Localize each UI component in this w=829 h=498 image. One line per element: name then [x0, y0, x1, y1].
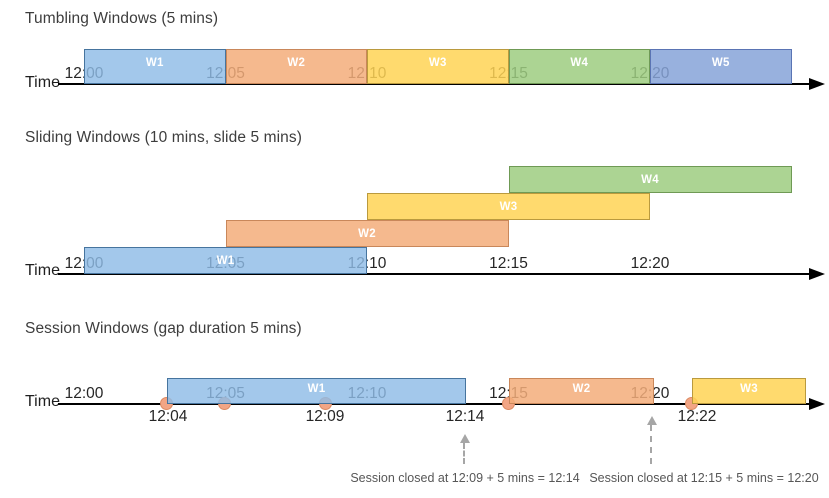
axis-arrowhead-icon	[809, 398, 825, 410]
time-axis-line	[58, 273, 812, 275]
callout-dashed-line	[463, 443, 465, 464]
session-close-annotation-2: Session closed at 12:15 + 5 mins = 12:20	[589, 471, 819, 485]
window-w3: W3	[367, 49, 509, 84]
window-w3: W3	[692, 378, 806, 404]
window-w3: W3	[367, 193, 650, 220]
window-w4: W4	[508, 49, 650, 84]
axis-tick-label: 12:20	[630, 255, 670, 272]
event-time-label: 12:22	[677, 408, 717, 425]
session-close-annotation-1: Session closed at 12:09 + 5 mins = 12:14	[350, 471, 580, 485]
panel-title-tumbling: Tumbling Windows (5 mins)	[25, 10, 219, 27]
panel-title-session: Session Windows (gap duration 5 mins)	[25, 320, 302, 337]
axis-arrowhead-icon	[809, 78, 825, 90]
time-axis-label: Time	[25, 74, 60, 91]
callout-up-arrowhead-icon	[647, 416, 657, 425]
window-label: W3	[428, 57, 447, 69]
window-w1: W1	[84, 247, 367, 274]
window-label: W4	[641, 173, 659, 186]
window-label: W3	[740, 382, 758, 395]
window-label: W2	[358, 227, 376, 240]
window-w4: W4	[508, 166, 792, 193]
callout-dashed-line	[650, 425, 652, 464]
window-label: W1	[145, 57, 164, 69]
window-label: W4	[570, 57, 589, 69]
window-label: W1	[307, 382, 326, 395]
axis-tick-label: 12:00	[64, 385, 104, 402]
event-time-label: 12:04	[148, 408, 188, 425]
window-label: W2	[287, 57, 306, 69]
window-w2: W2	[225, 49, 367, 84]
callout-up-arrowhead-icon	[460, 434, 470, 443]
axis-arrowhead-icon	[809, 268, 825, 280]
event-time-label: 12:14	[445, 408, 485, 425]
time-axis-line	[58, 83, 812, 85]
window-w2: W2	[225, 220, 509, 247]
window-label: W3	[499, 200, 518, 213]
window-w5: W5	[650, 49, 792, 84]
time-axis-line	[58, 403, 812, 405]
time-axis-label: Time	[25, 262, 60, 279]
window-label: W1	[216, 254, 235, 267]
panel-title-sliding: Sliding Windows (10 mins, slide 5 mins)	[25, 129, 302, 146]
window-w1: W1	[84, 49, 226, 84]
axis-tick-label: 12:15	[489, 255, 528, 272]
window-w2: W2	[509, 378, 654, 404]
time-axis-label: Time	[25, 393, 60, 410]
window-label: W5	[711, 57, 730, 69]
window-label: W2	[572, 382, 591, 395]
window-w1: W1	[167, 378, 466, 404]
event-time-label: 12:09	[305, 408, 345, 425]
